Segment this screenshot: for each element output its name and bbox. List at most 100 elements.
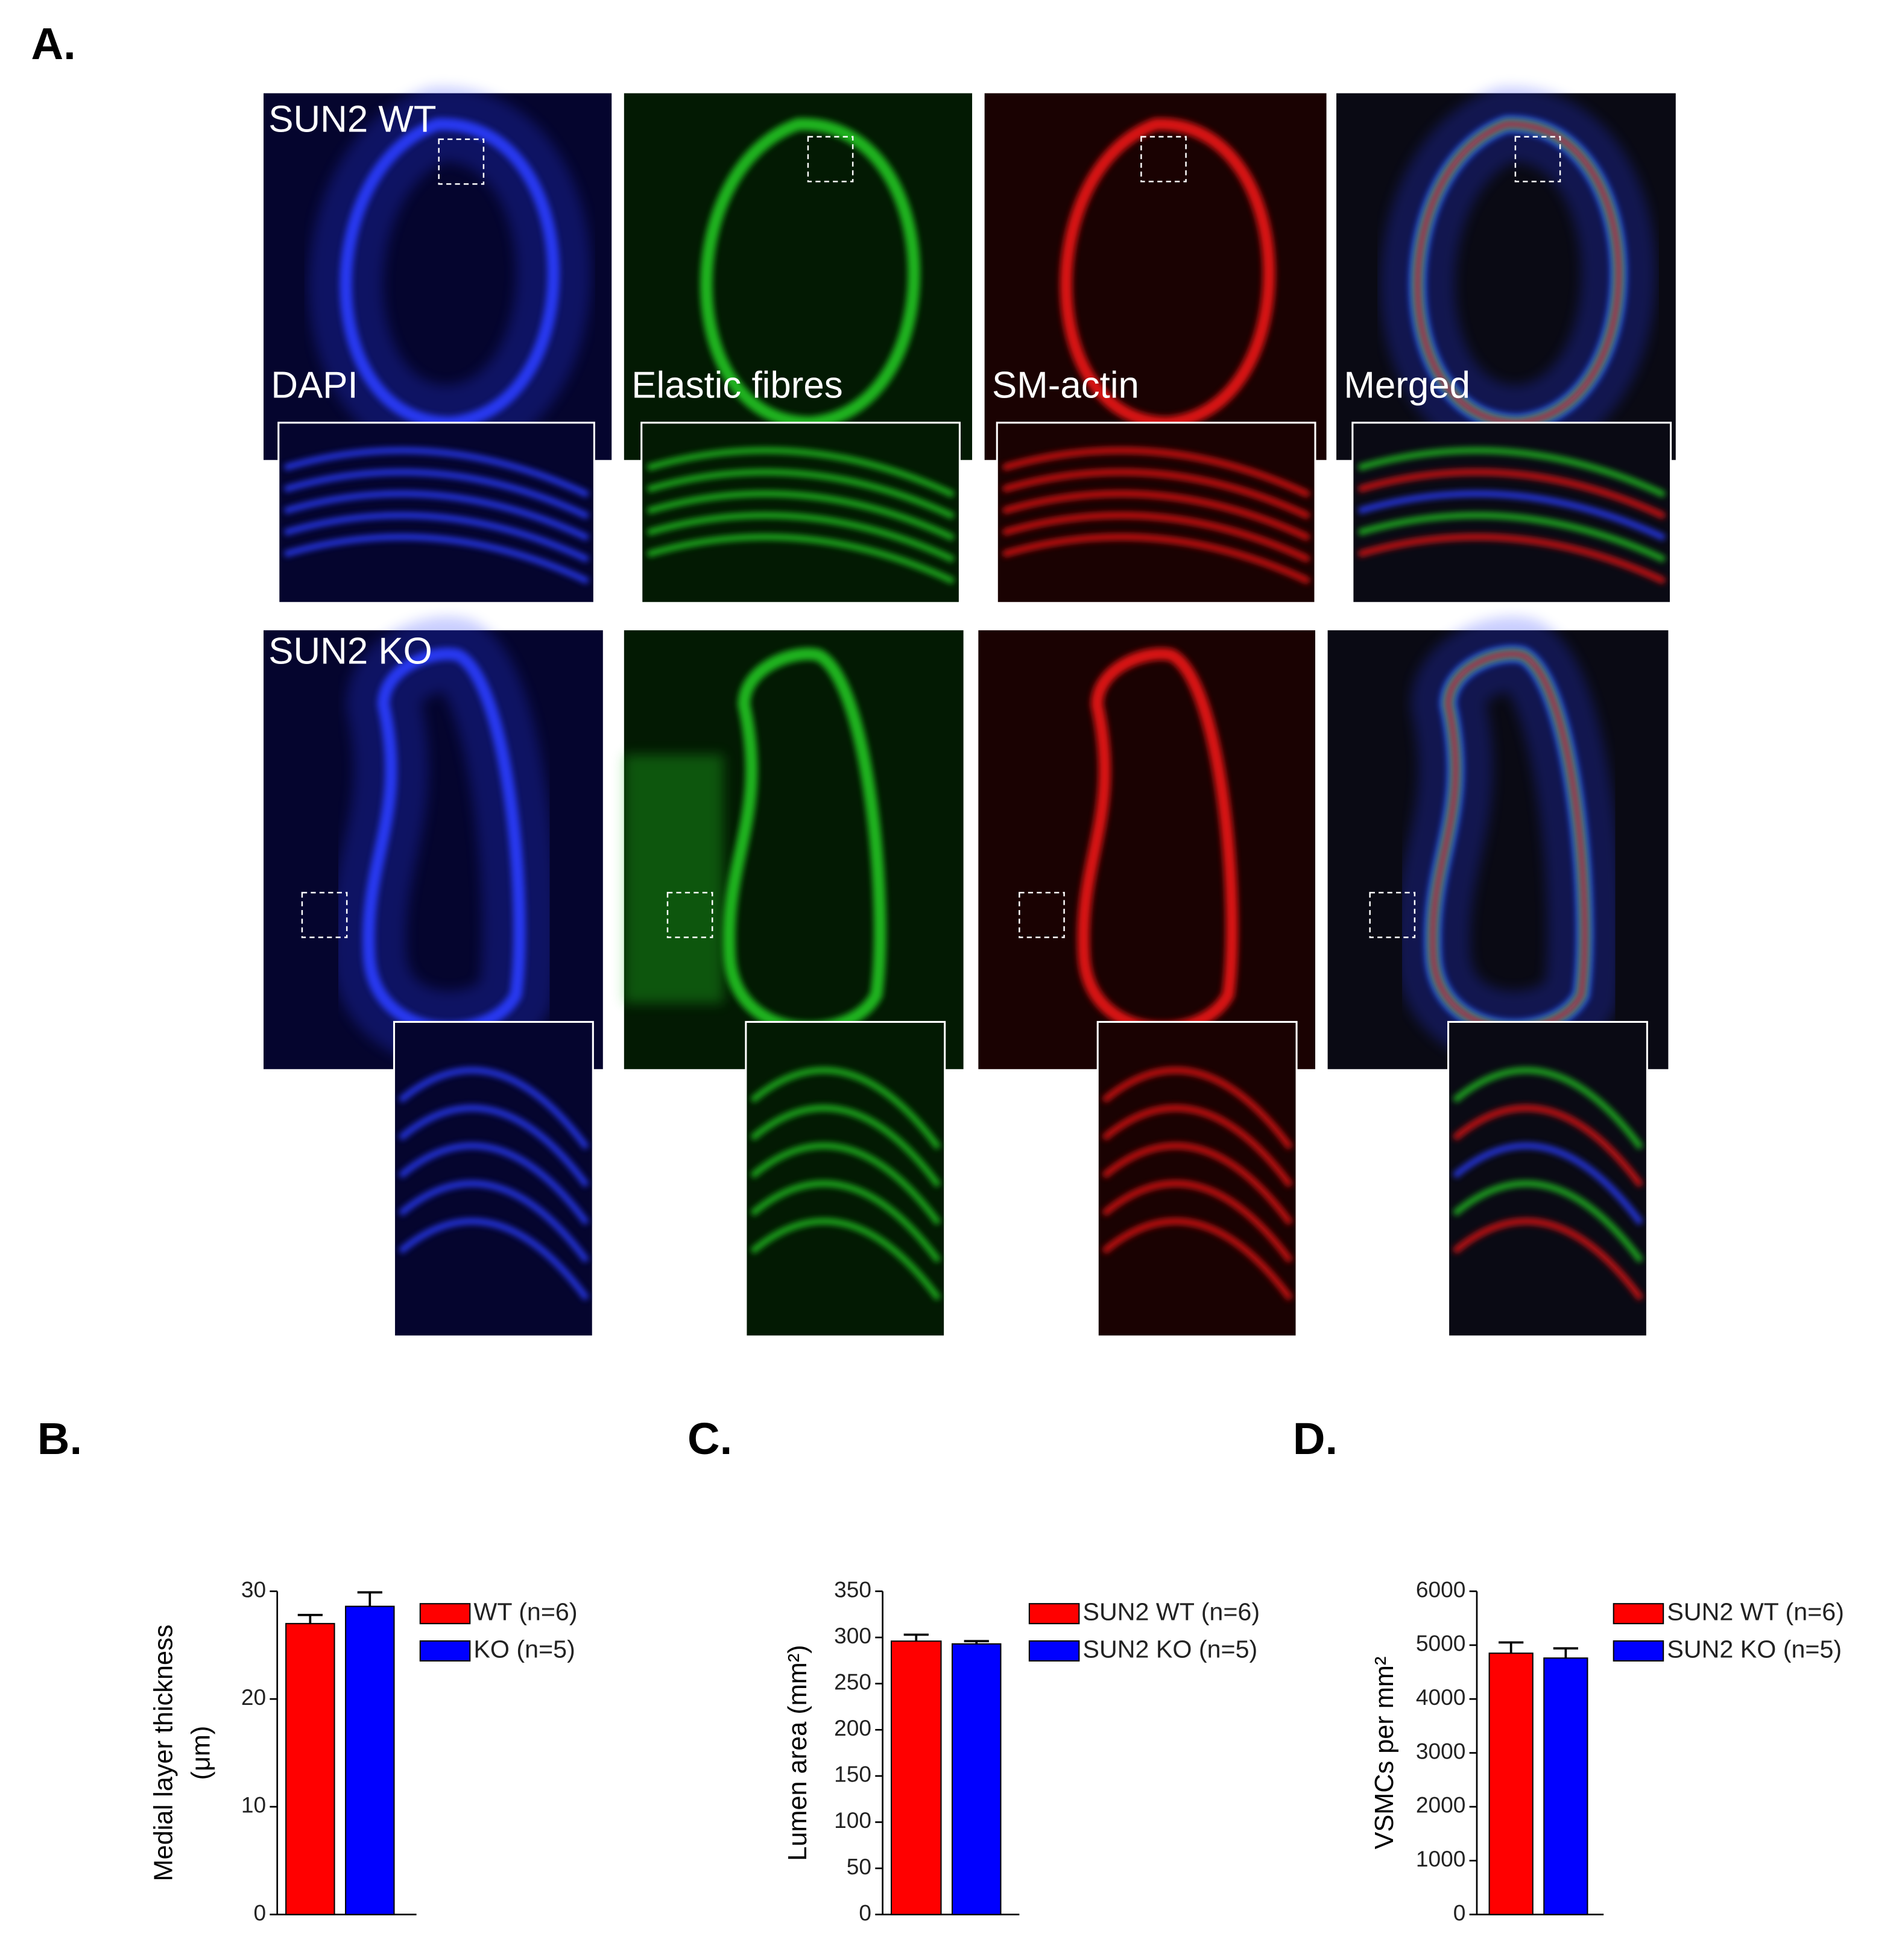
error-bar bbox=[964, 1640, 989, 1644]
zoom-box bbox=[666, 891, 713, 938]
inset-fibre bbox=[750, 1142, 941, 1225]
inset-fibre bbox=[1452, 1105, 1644, 1187]
inset-fibre bbox=[1102, 1218, 1293, 1301]
inset-fibre bbox=[1357, 490, 1666, 541]
y-axis-label: (μm) bbox=[186, 1726, 215, 1780]
inset-fibre bbox=[398, 1218, 590, 1301]
inset-fibre bbox=[1002, 490, 1310, 541]
legend-swatch bbox=[419, 1640, 471, 1662]
y-axis-label: Medial layer thickness bbox=[150, 1625, 179, 1882]
tissue-haze bbox=[624, 754, 724, 1004]
channel-label: Elastic fibres bbox=[631, 364, 842, 406]
inset-fibre bbox=[1452, 1180, 1644, 1263]
y-tick-label: 0 bbox=[859, 1900, 871, 1925]
micrograph bbox=[624, 630, 964, 1338]
error-bar bbox=[357, 1591, 382, 1607]
legend-label: SUN2 KO (n=5) bbox=[1667, 1635, 1842, 1663]
error-bar bbox=[1499, 1641, 1524, 1654]
inset-fibre bbox=[1102, 1105, 1293, 1187]
inset-fibre bbox=[646, 469, 955, 519]
inset-fibre bbox=[283, 469, 590, 519]
inset-fibre bbox=[750, 1067, 941, 1150]
legend-label: SUN2 WT (n=6) bbox=[1667, 1598, 1844, 1626]
inset-fibre bbox=[646, 534, 955, 584]
inset-fibre bbox=[1357, 469, 1666, 519]
inset-fibre bbox=[646, 447, 955, 498]
inset-fibre bbox=[1357, 447, 1666, 498]
y-tick-label: 250 bbox=[834, 1669, 871, 1695]
inset bbox=[393, 1020, 594, 1338]
inset-fibre bbox=[398, 1180, 590, 1263]
bar bbox=[1488, 1652, 1534, 1915]
legend-label: SUN2 WT (n=6) bbox=[1083, 1598, 1260, 1626]
inset-fibre bbox=[398, 1142, 590, 1225]
error-bar bbox=[297, 1614, 323, 1624]
y-tick-label: 100 bbox=[834, 1807, 871, 1833]
zoom-box bbox=[301, 891, 348, 938]
y-tick-label: 200 bbox=[834, 1715, 871, 1740]
y-tick-label: 350 bbox=[834, 1576, 871, 1602]
inset-fibre bbox=[750, 1218, 941, 1301]
inset-fibre bbox=[1452, 1218, 1644, 1301]
bar-chart: 0 10 20 30 Medial layer thickness (μm) WT (n=6… bbox=[150, 1576, 578, 1925]
y-tick-label: 1000 bbox=[1416, 1846, 1466, 1871]
micrograph bbox=[984, 93, 1327, 604]
inset-fibre bbox=[1002, 447, 1310, 498]
y-tick-label: 20 bbox=[241, 1684, 266, 1710]
panel-label: B. bbox=[37, 1414, 82, 1464]
bar bbox=[952, 1643, 1002, 1915]
inset-fibre bbox=[646, 512, 955, 563]
tissue-haze bbox=[1395, 616, 1622, 1066]
y-tick-label: 2000 bbox=[1416, 1792, 1466, 1818]
legend-label: SUN2 KO (n=5) bbox=[1083, 1635, 1258, 1663]
micrograph bbox=[624, 93, 973, 604]
inset-fibre bbox=[283, 490, 590, 541]
legend-swatch bbox=[1028, 1603, 1080, 1625]
row-label: SUN2 KO bbox=[268, 631, 432, 672]
bar bbox=[1543, 1657, 1588, 1915]
panel-label: C. bbox=[687, 1414, 732, 1464]
zoom-box bbox=[807, 136, 854, 183]
inset-fibre bbox=[1452, 1142, 1644, 1225]
channel-label: DAPI bbox=[271, 364, 358, 406]
bar-chart: 0 1000 2000 3000 4000 5000 6000 VSMCs per mm² SU… bbox=[1370, 1576, 1844, 1925]
inset bbox=[1447, 1020, 1648, 1338]
y-tick-label: 0 bbox=[1453, 1900, 1466, 1925]
inset-fibre bbox=[283, 534, 590, 584]
y-tick-label: 30 bbox=[241, 1576, 266, 1602]
inset-fibre bbox=[1002, 512, 1310, 563]
bar bbox=[891, 1640, 942, 1915]
y-tick-label: 3000 bbox=[1416, 1738, 1466, 1763]
y-tick-label: 4000 bbox=[1416, 1684, 1466, 1710]
inset-fibre bbox=[1452, 1067, 1644, 1150]
y-tick-label: 0 bbox=[254, 1900, 267, 1925]
y-tick-label: 150 bbox=[834, 1762, 871, 1787]
y-tick-label: 6000 bbox=[1416, 1576, 1466, 1602]
y-tick-label: 5000 bbox=[1416, 1631, 1466, 1656]
micrograph-bg bbox=[978, 630, 1315, 1069]
inset-fibre bbox=[1002, 534, 1310, 584]
channel-label: SM-actin bbox=[992, 364, 1139, 406]
legend-swatch bbox=[1613, 1640, 1664, 1662]
legend-swatch bbox=[1613, 1603, 1664, 1625]
y-tick-label: 10 bbox=[241, 1792, 266, 1818]
inset-fibre bbox=[1357, 534, 1666, 584]
y-tick-label: 300 bbox=[834, 1623, 871, 1648]
legend-label: WT (n=6) bbox=[473, 1598, 577, 1626]
inset-fibre bbox=[750, 1180, 941, 1263]
inset-fibre bbox=[398, 1067, 590, 1150]
y-axis-label: VSMCs per mm² bbox=[1370, 1657, 1399, 1850]
legend-swatch bbox=[419, 1603, 471, 1625]
error-bar bbox=[1553, 1647, 1578, 1658]
y-tick-label: 50 bbox=[847, 1854, 871, 1879]
inset-fibre bbox=[646, 490, 955, 541]
zoom-box bbox=[1019, 891, 1065, 938]
panel-label: A. bbox=[31, 19, 76, 69]
inset bbox=[745, 1020, 946, 1338]
micrograph bbox=[264, 616, 603, 1338]
inset-fibre bbox=[1102, 1067, 1293, 1150]
error-bar bbox=[903, 1633, 929, 1642]
vessel-wall bbox=[1077, 648, 1239, 1035]
micrograph bbox=[1336, 87, 1676, 604]
inset bbox=[1096, 1020, 1298, 1338]
